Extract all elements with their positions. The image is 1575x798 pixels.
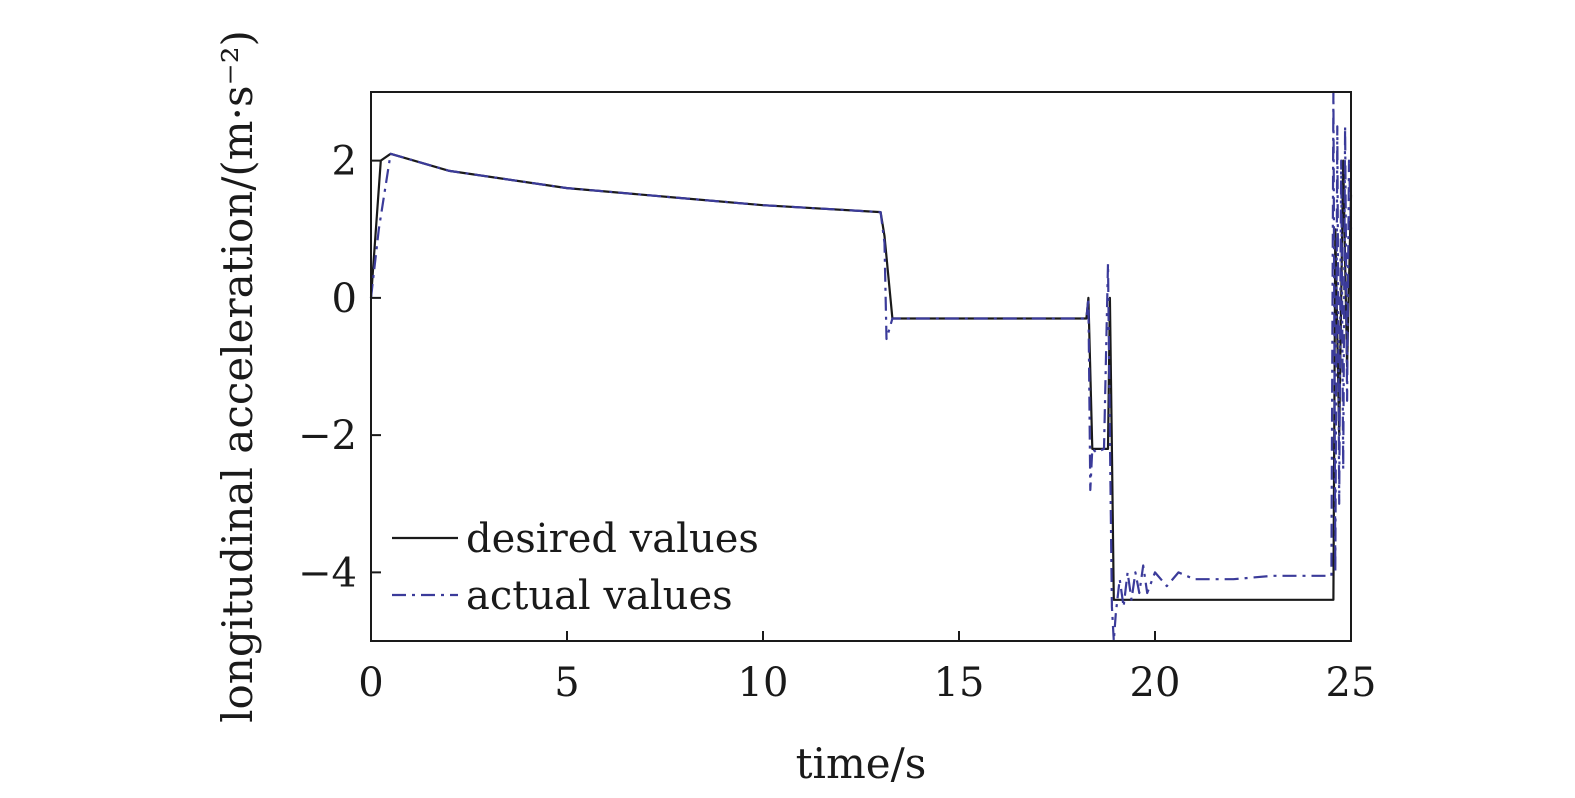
legend-label-actual: actual values bbox=[466, 573, 733, 619]
x-tick-label: 15 bbox=[934, 660, 985, 706]
x-tick-label: 5 bbox=[554, 660, 579, 706]
y-axis-label: longitudinal acceleration/(m·s⁻²) bbox=[213, 30, 262, 723]
series-layer bbox=[369, 90, 1353, 643]
series-line-actual bbox=[369, 90, 1353, 643]
x-tick-label: 10 bbox=[738, 660, 789, 706]
y-tick-label: −2 bbox=[298, 413, 357, 459]
y-tick-label: −4 bbox=[298, 550, 357, 596]
y-tick-label: 0 bbox=[332, 276, 357, 322]
plot-frame bbox=[370, 91, 1352, 642]
x-tick-label: 0 bbox=[358, 660, 383, 706]
x-axis-label: time/s bbox=[796, 739, 927, 788]
legend-label-desired: desired values bbox=[466, 516, 759, 562]
x-tick-label: 20 bbox=[1130, 660, 1181, 706]
legend: desired values actual values bbox=[392, 516, 759, 619]
x-tick-label: 25 bbox=[1326, 660, 1377, 706]
y-tick-label: 2 bbox=[332, 139, 357, 185]
